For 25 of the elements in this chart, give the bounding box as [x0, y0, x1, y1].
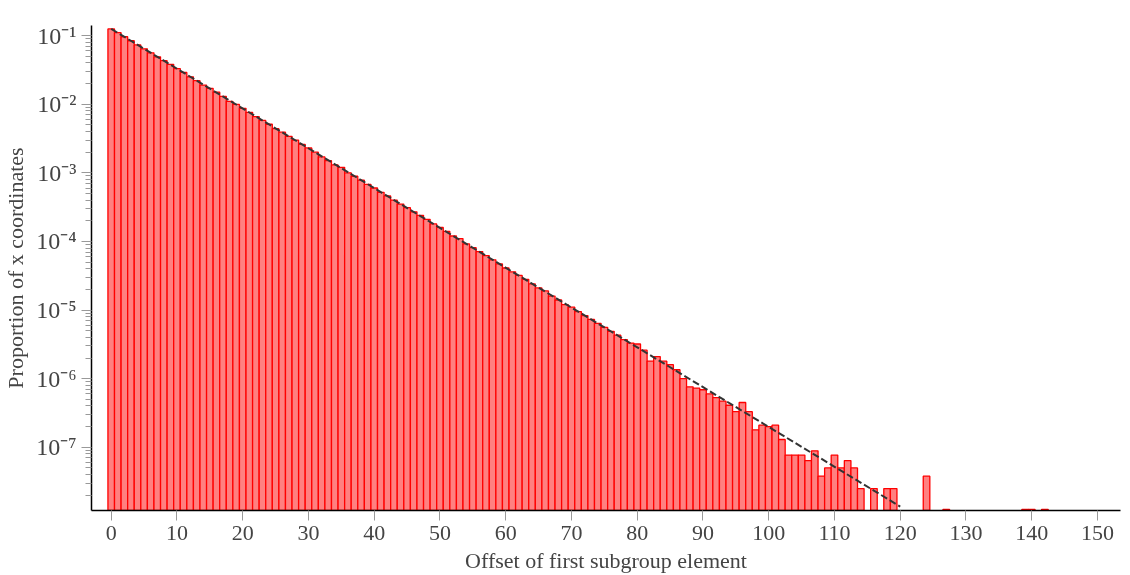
x-tick-label: 130 — [949, 519, 983, 545]
x-tick-label: 70 — [560, 519, 583, 545]
x-axis-title: Offset of first subgroup element — [465, 547, 747, 573]
x-tick-label: 20 — [231, 519, 254, 545]
x-tick-label: 90 — [691, 519, 714, 545]
y-tick-label: 10⁻³ — [37, 159, 77, 186]
y-tick-label: 10⁻⁵ — [36, 297, 77, 324]
x-tick-label: 60 — [494, 519, 517, 545]
x-tick-label: 0 — [105, 519, 117, 545]
y-tick-label: 10⁻⁷ — [36, 434, 77, 461]
x-tick-label: 80 — [626, 519, 649, 545]
x-tick-label: 120 — [883, 519, 917, 545]
x-tick-label: 40 — [363, 519, 386, 545]
y-tick-label: 10⁻² — [37, 91, 77, 118]
y-tick-label: 10⁻⁴ — [36, 228, 77, 255]
x-tick-label: 150 — [1080, 519, 1114, 545]
x-tick-label: 140 — [1015, 519, 1049, 545]
y-tick-label: 10⁻¹ — [37, 22, 77, 49]
x-tick-label: 100 — [752, 519, 786, 545]
y-tick-label: 10⁻⁶ — [36, 365, 77, 392]
x-tick-label: 30 — [297, 519, 320, 545]
x-tick-label: 110 — [818, 519, 851, 545]
x-tick-label: 10 — [165, 519, 188, 545]
y-axis-title: Proportion of x coordinates — [3, 147, 29, 389]
x-tick-label: 50 — [428, 519, 451, 545]
